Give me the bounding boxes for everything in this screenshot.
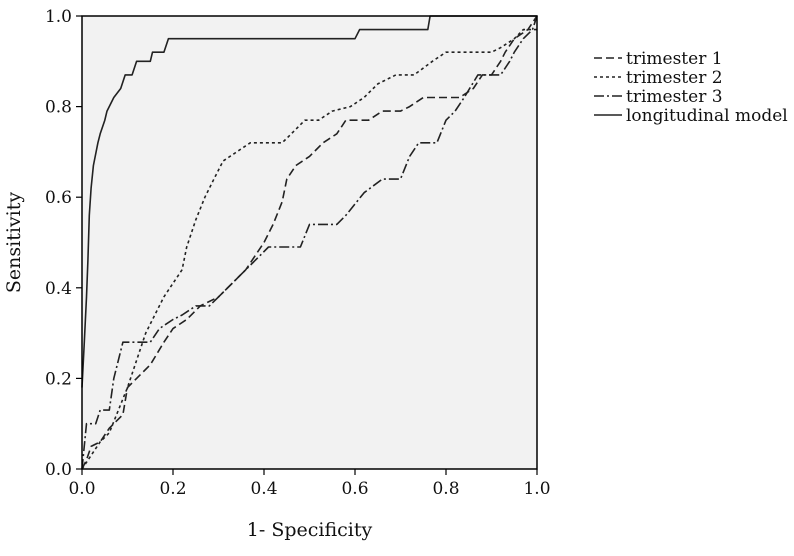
y-axis-title: Sensitivity bbox=[3, 192, 25, 293]
plot-frame bbox=[81, 15, 538, 470]
plot-background bbox=[82, 16, 537, 469]
y-tick-label: 0.0 bbox=[45, 460, 72, 480]
legend-label-trimester-3: trimester 3 bbox=[626, 87, 723, 107]
series-line-trimester-1 bbox=[81, 15, 538, 470]
legend-label-longitudinal-model: longitudinal model bbox=[626, 106, 788, 126]
x-tick-label: 0.2 bbox=[159, 479, 186, 499]
y-tick-label: 1.0 bbox=[45, 7, 72, 27]
series-line-longitudinal-model bbox=[81, 15, 537, 388]
series-layer bbox=[81, 15, 538, 470]
series-line-trimester-3 bbox=[81, 15, 538, 470]
legend-label-trimester-1: trimester 1 bbox=[626, 49, 723, 69]
y-tick-label: 0.4 bbox=[45, 279, 72, 299]
axis-layer: 0.0 0.2 0.4 0.6 0.8 1.0 0.0 0.2 0.4 0.6 0.8 1.0 bbox=[45, 7, 551, 499]
x-tick-label: 0.6 bbox=[341, 479, 368, 499]
x-axis-title: 1- Specificity bbox=[247, 519, 373, 541]
x-tick-label: 0.8 bbox=[432, 479, 459, 499]
x-tick-label: 0.0 bbox=[68, 479, 95, 499]
series-line-trimester-2 bbox=[81, 28, 537, 470]
x-tick-label: 1.0 bbox=[523, 479, 550, 499]
y-tick-label: 0.6 bbox=[45, 188, 72, 208]
y-tick-label: 0.8 bbox=[45, 98, 72, 118]
x-tick-label: 0.4 bbox=[250, 479, 277, 499]
legend-label-trimester-2: trimester 2 bbox=[626, 68, 723, 88]
y-tick-label: 0.2 bbox=[45, 369, 72, 389]
